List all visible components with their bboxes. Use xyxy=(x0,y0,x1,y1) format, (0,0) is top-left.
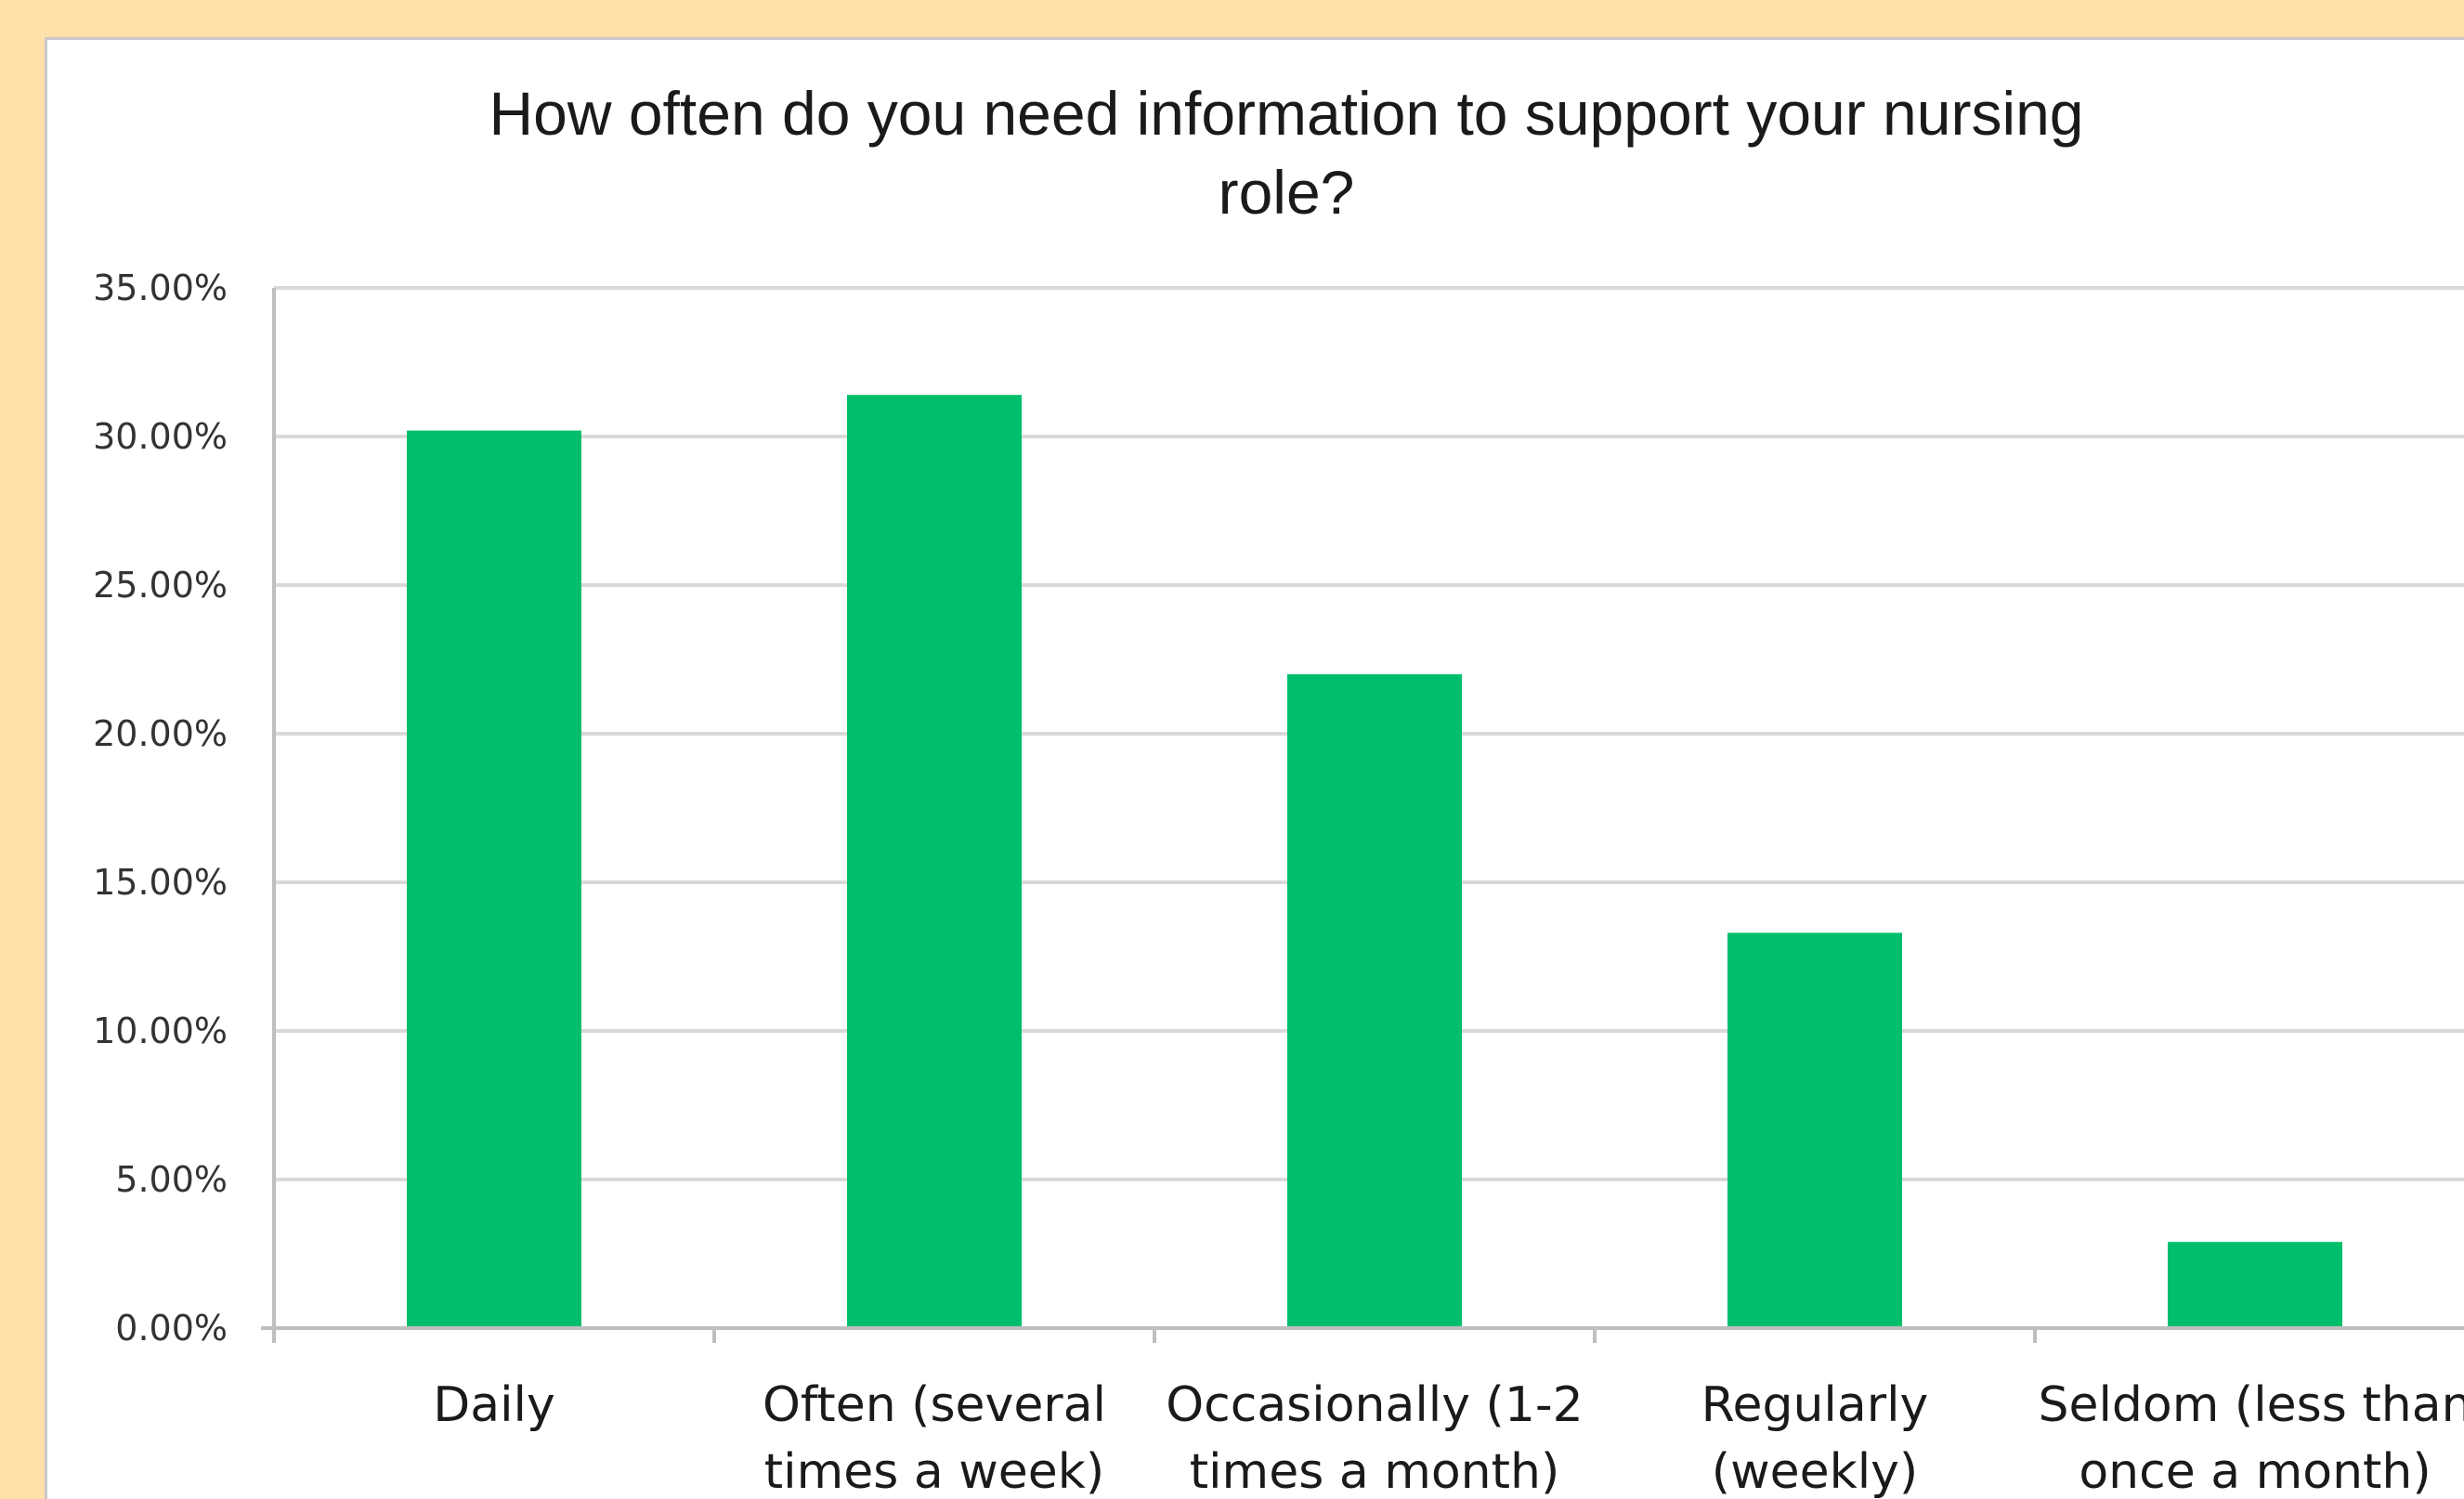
y-tick-label: 15.00% xyxy=(93,862,228,903)
chart-title-group: How often do you need information to sup… xyxy=(489,79,2083,227)
x-tick-label-line: Occasionally (1-2 xyxy=(1166,1377,1584,1433)
chart-title-line-2: role? xyxy=(1219,158,1355,227)
x-tick-label-line: Daily xyxy=(433,1377,555,1433)
bar-1 xyxy=(407,430,581,1329)
x-tick-label: Regularly (weekly) xyxy=(1701,1377,1929,1499)
y-tick-label: 35.00% xyxy=(93,267,228,308)
x-tick-label: Seldom (less than once a month) xyxy=(2038,1377,2464,1499)
x-tick-label-line: Often (several xyxy=(763,1377,1106,1433)
x-tick-label-line: (weekly) xyxy=(1712,1444,1918,1499)
bars xyxy=(407,395,2342,1329)
y-tick-label: 25.00% xyxy=(93,565,228,606)
bar-3 xyxy=(1287,674,1462,1328)
axes xyxy=(261,288,2464,1343)
y-tick-label: 20.00% xyxy=(93,713,228,754)
x-axis-tick-labels: Daily Often (several times a week) Occasion… xyxy=(433,1377,2464,1499)
x-tick-label-line: Regularly xyxy=(1701,1377,1929,1433)
x-tick-label-line: Seldom (less than xyxy=(2038,1377,2464,1433)
bar-2 xyxy=(847,395,1022,1328)
y-axis-tick-labels: 0.00% 5.00% 10.00% 15.00% 20.00% 25.00% 30.00%… xyxy=(93,267,228,1349)
y-tick-label: 30.00% xyxy=(93,416,228,457)
x-tick-label-line: times a month) xyxy=(1190,1444,1560,1499)
x-tick-label: Daily xyxy=(433,1377,555,1433)
bar-4 xyxy=(1727,932,1902,1328)
y-tick-label: 5.00% xyxy=(115,1159,228,1200)
y-tick-label: 0.00% xyxy=(115,1308,228,1349)
y-tick-label: 10.00% xyxy=(93,1010,228,1051)
x-tick-label: Occasionally (1-2 times a month) xyxy=(1166,1377,1584,1499)
chart-title-line-1: How often do you need information to sup… xyxy=(489,79,2083,148)
x-tick-label-line: times a week) xyxy=(764,1444,1104,1499)
bar-5 xyxy=(2168,1242,2342,1328)
x-tick-label: Often (several times a week) xyxy=(763,1377,1106,1499)
x-tick-label-line: once a month) xyxy=(2079,1444,2431,1499)
